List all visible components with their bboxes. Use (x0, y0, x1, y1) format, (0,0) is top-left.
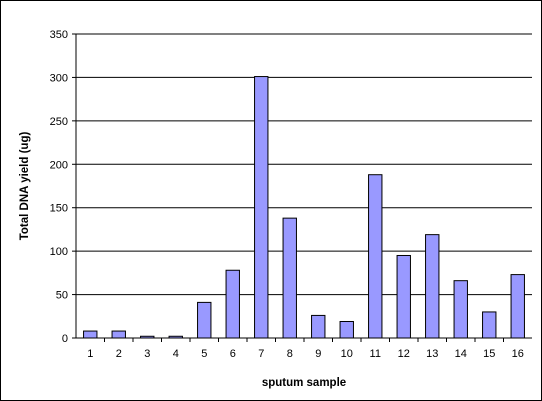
x-tick-label: 13 (426, 348, 438, 360)
y-tick-labels: 0 50 100 150 200 250 300 350 (50, 29, 76, 345)
x-tick-label: 16 (512, 348, 524, 360)
bar (311, 314, 326, 339)
bar (339, 320, 354, 339)
bar (453, 280, 468, 339)
y-tick-label: 350 (50, 29, 68, 41)
bar (425, 234, 440, 339)
x-tick-label: 14 (455, 348, 467, 360)
x-tick-label: 5 (201, 348, 207, 360)
y-tick-label: 100 (50, 246, 68, 258)
bar (254, 76, 269, 339)
y-tick-label: 50 (56, 290, 68, 302)
x-tick-label: 11 (370, 348, 381, 360)
y-tick-label: 150 (50, 203, 68, 215)
bar (510, 274, 525, 339)
bar (396, 254, 411, 339)
x-tick-label: 2 (116, 348, 122, 360)
y-tick-label: 250 (50, 116, 68, 128)
x-tick-label: 6 (230, 348, 236, 360)
y-tick-label: 300 (50, 72, 68, 84)
x-tick-labels: 1 2 3 4 5 6 7 8 9 10 11 12 13 14 15 16 (87, 338, 524, 360)
gridlines (76, 33, 532, 296)
x-tick-label: 3 (144, 348, 150, 360)
bar (225, 269, 240, 339)
bar (282, 217, 297, 339)
x-axis-title: sputum sample (262, 377, 346, 389)
x-tick-label: 10 (341, 348, 353, 360)
x-tick-label: 9 (315, 348, 321, 360)
x-tick-label: 7 (258, 348, 264, 360)
bar (83, 330, 98, 339)
x-tick-label: 15 (483, 348, 495, 360)
bar (368, 174, 383, 339)
bar (111, 330, 126, 339)
x-tick-label: 1 (87, 348, 93, 360)
x-tick-label: 4 (173, 348, 179, 360)
bar (482, 311, 497, 339)
x-tick-label: 12 (398, 348, 410, 360)
x-tick-label: 8 (287, 348, 293, 360)
y-tick-label: 200 (50, 159, 68, 171)
y-tick-label: 0 (62, 333, 68, 345)
y-axis-title: Total DNA yield (ug) (19, 132, 31, 241)
bar (197, 301, 212, 339)
